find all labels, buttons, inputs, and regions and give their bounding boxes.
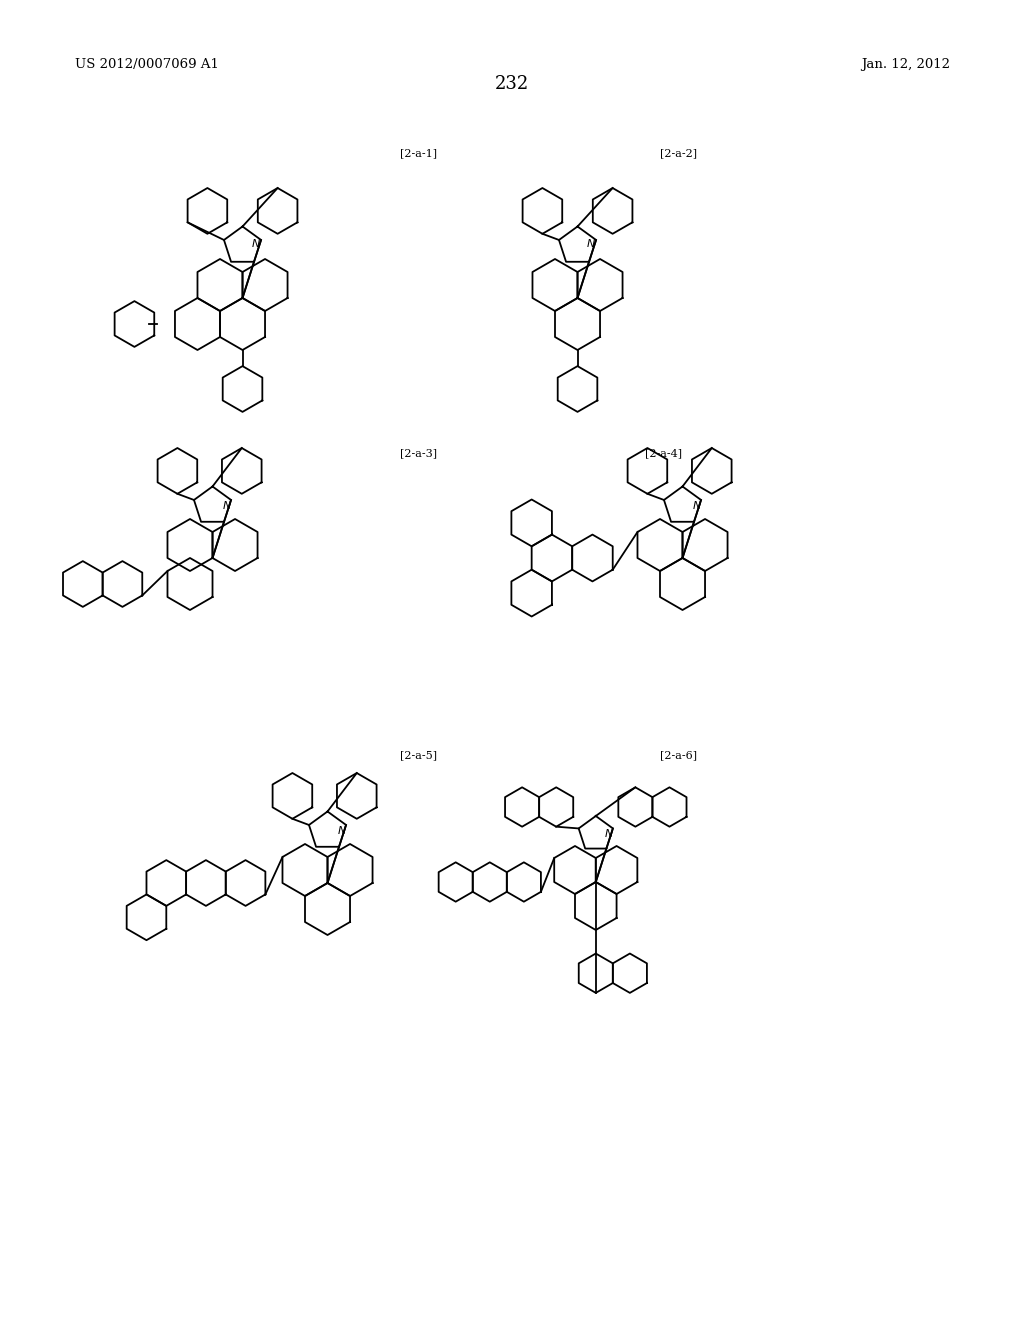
- Text: 232: 232: [495, 75, 529, 92]
- Text: N: N: [252, 239, 260, 249]
- Text: [2-a-5]: [2-a-5]: [400, 750, 437, 760]
- Text: [2-a-2]: [2-a-2]: [660, 148, 697, 158]
- Text: US 2012/0007069 A1: US 2012/0007069 A1: [75, 58, 219, 71]
- Text: [2-a-6]: [2-a-6]: [660, 750, 697, 760]
- Text: Jan. 12, 2012: Jan. 12, 2012: [861, 58, 950, 71]
- Text: N: N: [605, 829, 613, 840]
- Text: N: N: [693, 502, 701, 511]
- Text: N: N: [223, 502, 231, 511]
- Text: N: N: [587, 239, 595, 249]
- Text: [2-a-3]: [2-a-3]: [400, 447, 437, 458]
- Text: [2-a-1]: [2-a-1]: [400, 148, 437, 158]
- Text: [2-a-4]: [2-a-4]: [645, 447, 682, 458]
- Text: N: N: [338, 826, 346, 836]
